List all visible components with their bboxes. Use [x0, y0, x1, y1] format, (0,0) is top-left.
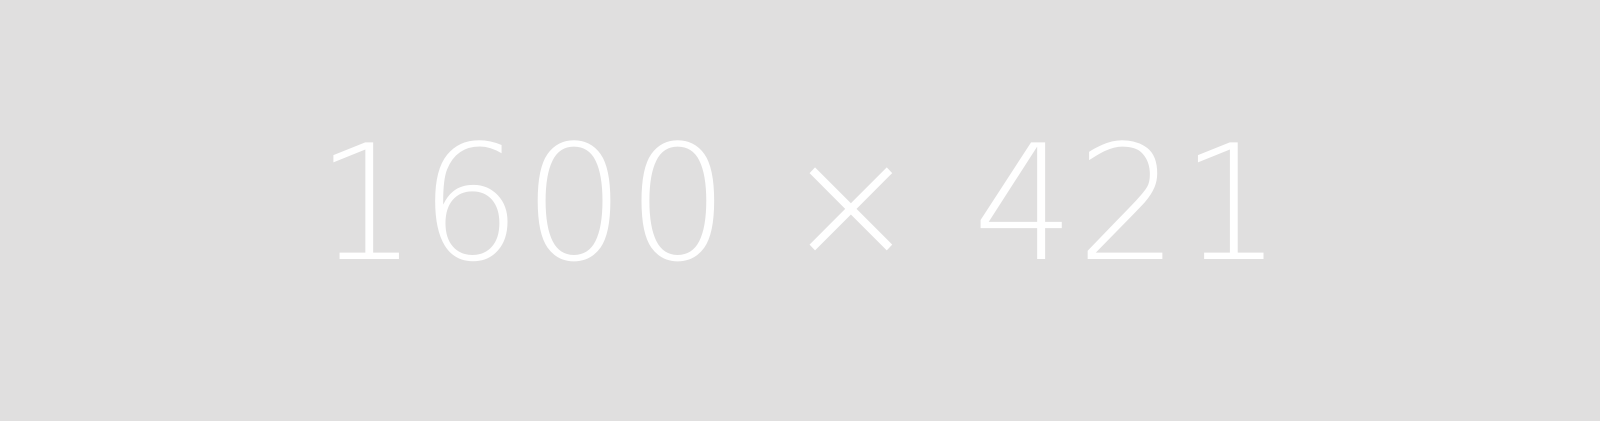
dimensions-label: 1600 × 421 — [315, 109, 1285, 297]
